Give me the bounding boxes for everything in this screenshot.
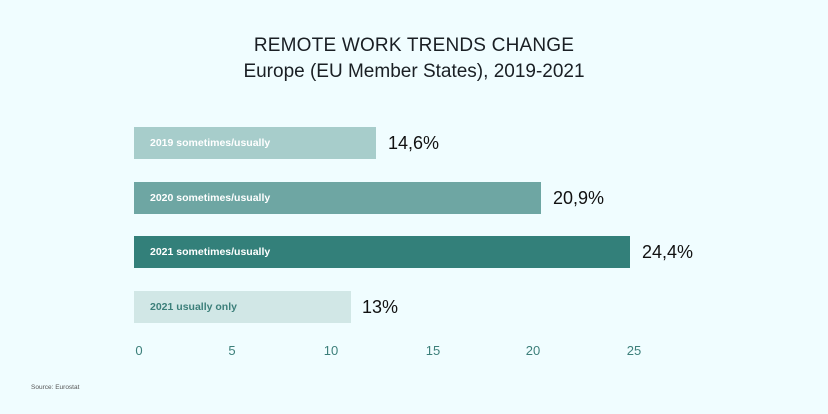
bar-label: 2019 sometimes/usually [150,137,271,149]
bar-label: 2021 sometimes/usually [150,246,271,258]
bar-value: 20,9% [553,188,605,208]
bar-value: 14,6% [388,133,440,153]
bar-2019-sometimes-usually: 2019 sometimes/usually [134,127,376,159]
chart-subtitle: Europe (EU Member States), 2019-2021 [243,61,585,82]
x-tick: 10 [323,343,339,358]
bar-value: 13% [362,297,399,317]
chart-title: REMOTE WORK TRENDS CHANGE [253,35,575,56]
bar-2021-sometimes-usually: 2021 sometimes/usually [134,236,630,268]
x-tick: 20 [525,343,541,358]
bar-2020-sometimes-usually: 2020 sometimes/usually [134,182,541,214]
x-tick: 0 [135,343,143,358]
x-tick: 5 [228,343,236,358]
bar-2021-usually-only: 2021 usually only [134,291,351,323]
bar-label: 2020 sometimes/usually [150,192,271,204]
x-tick: 25 [626,343,642,358]
x-tick: 15 [425,343,441,358]
bar-label: 2021 usually only [150,301,237,313]
bar-value: 24,4% [642,242,694,262]
source-note: Source: Eurostat [31,384,80,391]
